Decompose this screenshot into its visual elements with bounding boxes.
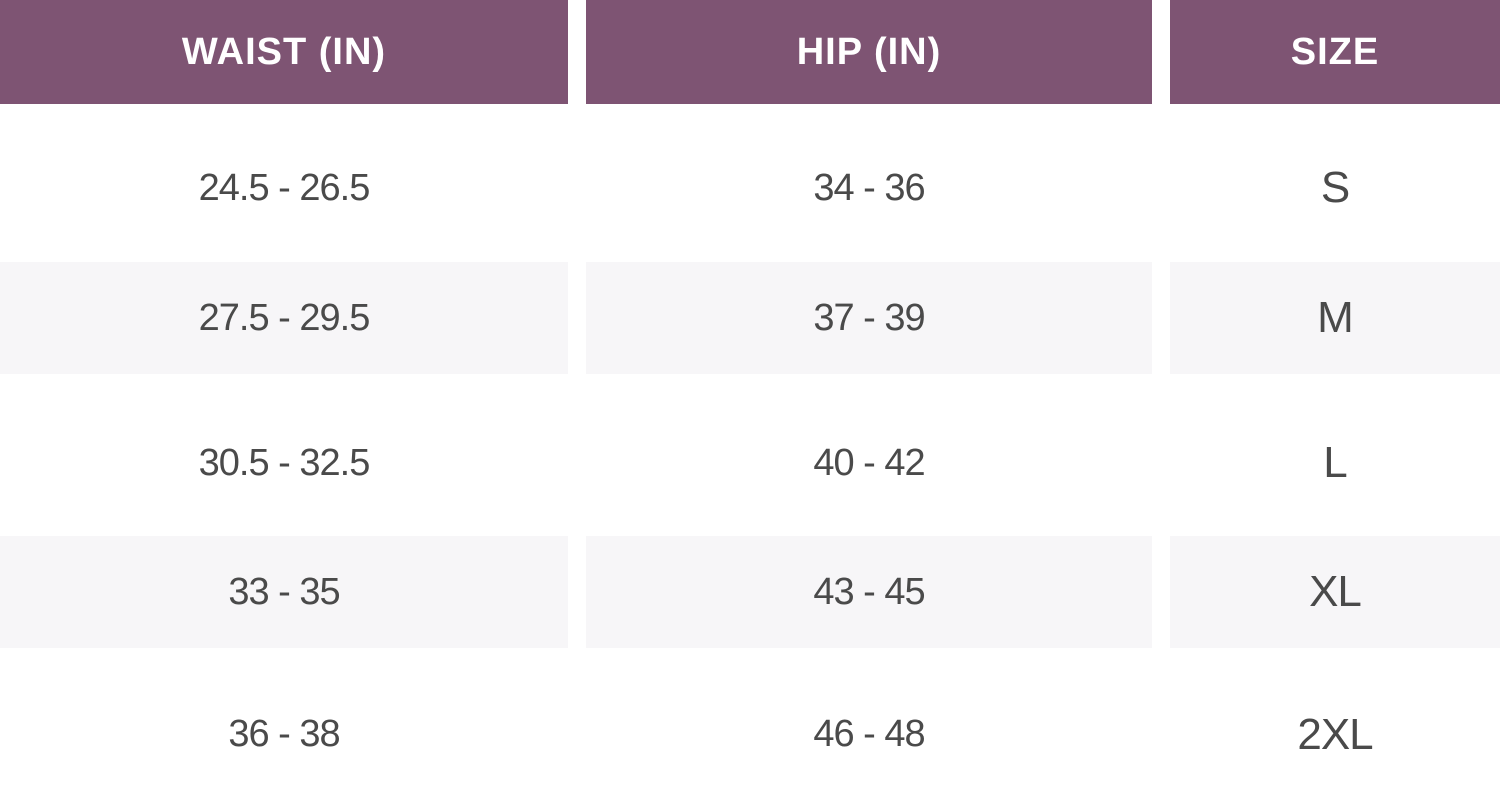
hip-cell: 37 - 39 <box>586 262 1152 374</box>
size-header: SIZE <box>1170 0 1500 104</box>
size-column: SIZE S M L XL 2XL <box>1170 0 1500 801</box>
size-cell: XL <box>1170 536 1500 648</box>
waist-cell: 27.5 - 29.5 <box>0 262 568 374</box>
size-cell: L <box>1170 396 1500 530</box>
waist-cell: 33 - 35 <box>0 536 568 648</box>
size-cell: S <box>1170 120 1500 256</box>
hip-cell: 43 - 45 <box>586 536 1152 648</box>
size-cell: M <box>1170 262 1500 374</box>
hip-cell: 46 - 48 <box>586 668 1152 801</box>
hip-header: HIP (IN) <box>586 0 1152 104</box>
waist-column: WAIST (IN) 24.5 - 26.5 27.5 - 29.5 30.5 … <box>0 0 568 801</box>
hip-cell: 34 - 36 <box>586 120 1152 256</box>
waist-cell: 30.5 - 32.5 <box>0 396 568 530</box>
size-cell: 2XL <box>1170 668 1500 801</box>
waist-cell: 24.5 - 26.5 <box>0 120 568 256</box>
hip-column: HIP (IN) 34 - 36 37 - 39 40 - 42 43 - 45… <box>586 0 1152 801</box>
waist-header: WAIST (IN) <box>0 0 568 104</box>
hip-cell: 40 - 42 <box>586 396 1152 530</box>
waist-cell: 36 - 38 <box>0 668 568 801</box>
